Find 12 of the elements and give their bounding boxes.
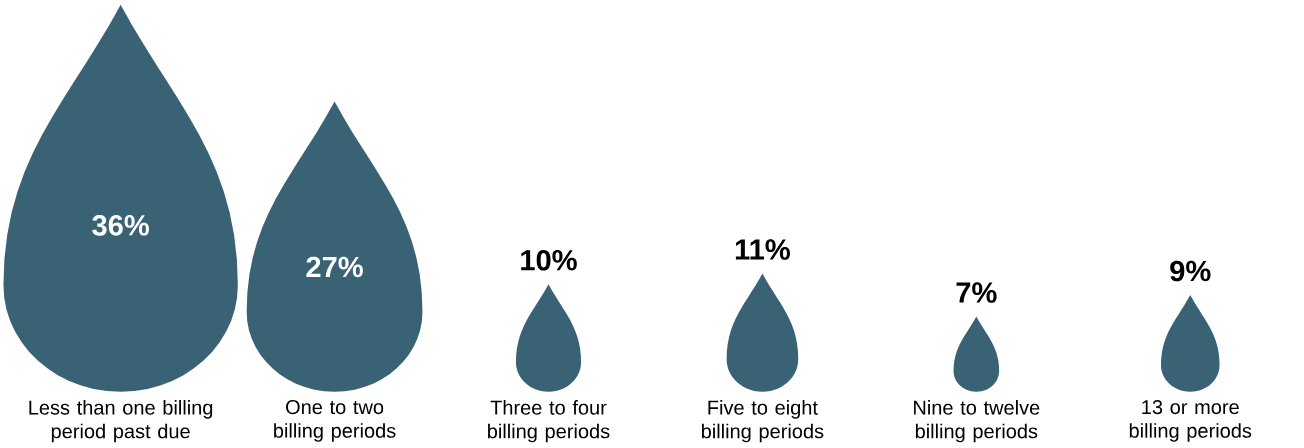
category-label: 13 or more billing periods: [1129, 399, 1252, 442]
data-label: 36%: [92, 214, 149, 236]
data-label: 27%: [306, 256, 363, 278]
data-label: 9%: [1170, 260, 1211, 282]
data-label: 7%: [956, 282, 997, 303]
data-label: 11%: [735, 239, 790, 260]
category-label: One to two billing periods: [274, 399, 396, 442]
category-label: Three to four billing periods: [488, 399, 610, 443]
category-label: Nine to twelve billing periods: [914, 399, 1040, 443]
category-label: Less than one billing period past due: [29, 399, 213, 443]
category-label: Five to eight billing periods: [701, 399, 824, 443]
data-label: 10%: [521, 249, 577, 271]
